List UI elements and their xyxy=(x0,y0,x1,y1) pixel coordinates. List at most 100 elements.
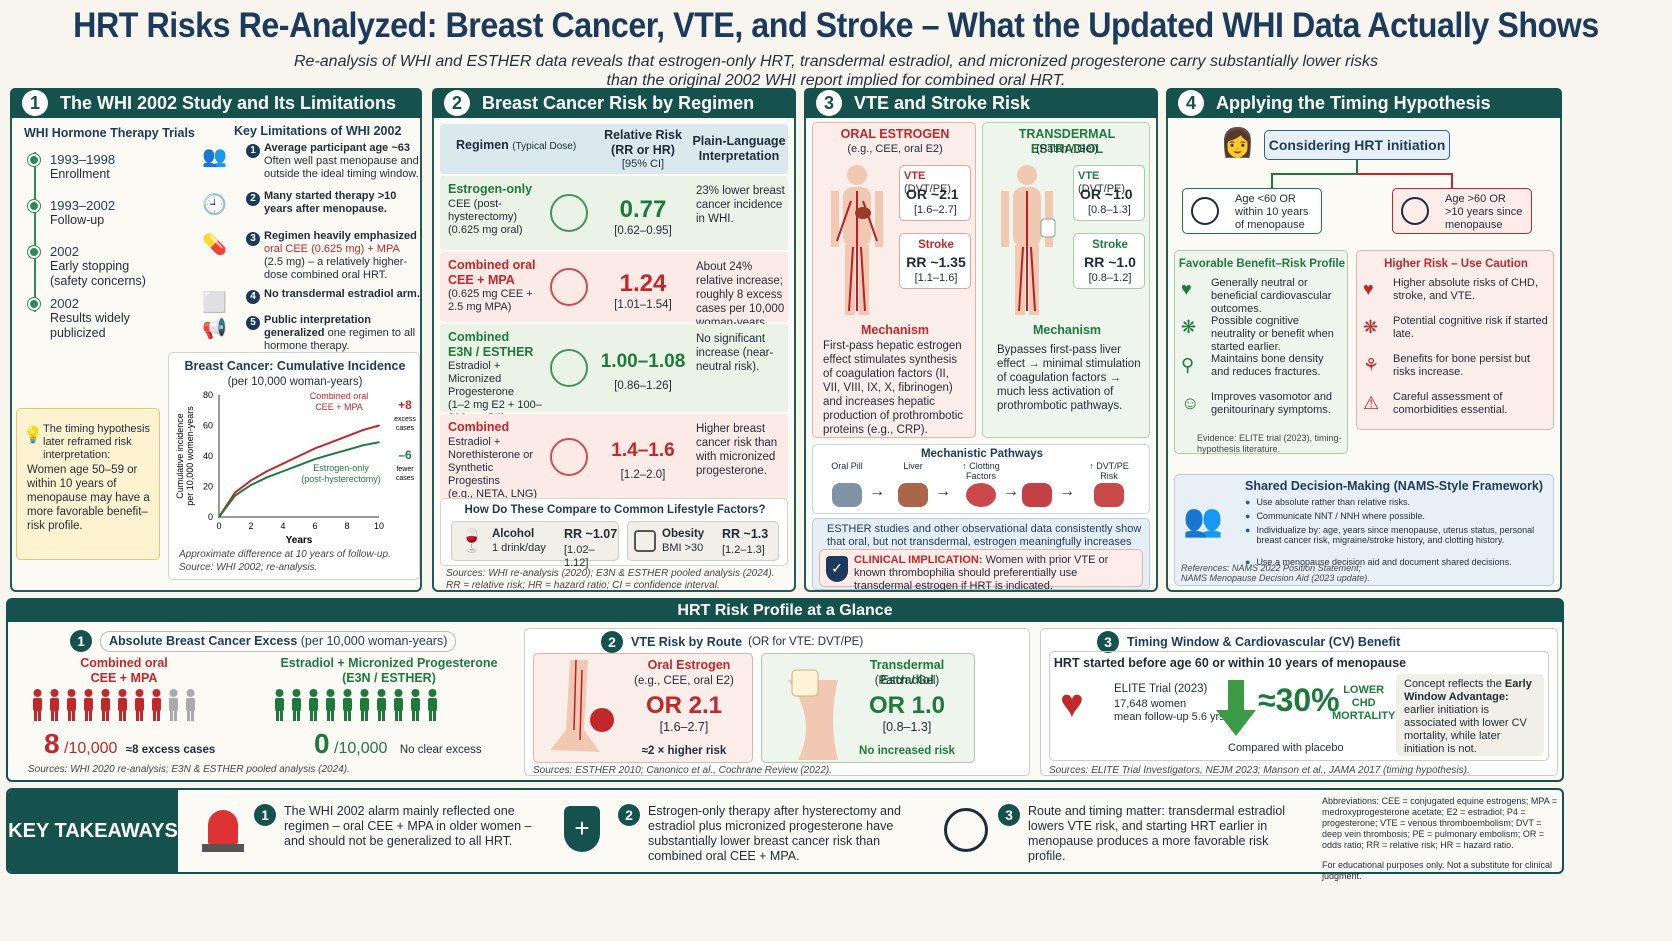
relative-risk: 0.77 xyxy=(619,196,667,223)
arrow-icon: → xyxy=(1003,483,1019,500)
panel-number: 3 xyxy=(816,90,842,116)
item-icon: ❋ xyxy=(1363,317,1379,337)
wine-icon: 🍷 xyxy=(458,528,486,553)
page-title: HRT Risks Re-Analyzed: Breast Cancer, VT… xyxy=(73,6,1599,45)
glance-title: HRT Risk Profile at a Glance xyxy=(8,600,1562,622)
timeline-year: 1993–1998 xyxy=(50,152,116,167)
lifestyle-box: How Do These Compare to Common Lifestyle… xyxy=(440,498,788,569)
panel-breast-cancer: 2 Breast Cancer Risk by Regimen Regimen (… xyxy=(432,88,796,592)
timeline-year: 2002 xyxy=(50,296,79,311)
data-point xyxy=(330,453,332,456)
person-figure-icon xyxy=(391,688,406,722)
series-label-estrogen: (post-hysterectomy) xyxy=(301,474,381,484)
delta-combined: +8 xyxy=(398,398,412,412)
panel-whi-2002: 1 The WHI 2002 Study and Its Limitations … xyxy=(10,88,422,592)
heart-icon: ♥ xyxy=(1060,682,1084,726)
limitation-text: Many started therapy >10 years after men… xyxy=(264,190,397,215)
takeaways-section: KEY TAKEAWAYS 1 The WHI 2002 alarm mainly… xyxy=(6,788,1564,881)
data-point xyxy=(218,516,220,518)
panel-timing: 4 Applying the Timing Hypothesis 👩 Consid… xyxy=(1166,88,1562,592)
person-figure-icon xyxy=(115,688,130,722)
interpretation: Higher breast cancer risk than with micr… xyxy=(696,423,778,477)
confidence-interval: [1.2–2.0] xyxy=(620,469,666,481)
glance-section: HRT Risk Profile at a Glance 1 Absolute B… xyxy=(6,598,1564,782)
age-old-box: Age >60 OR >10 years since menopause xyxy=(1392,188,1532,234)
regimen-icon xyxy=(550,268,588,306)
pathway-icon xyxy=(966,483,996,507)
leg-veins-icon xyxy=(550,660,614,752)
y-axis-label: per 10,000 women-years xyxy=(185,406,195,506)
confidence-interval: [1.01–1.54] xyxy=(614,299,672,311)
glance-card-1: 1 Absolute Breast Cancer Excess (per 10,0… xyxy=(14,628,514,776)
regimen-icon xyxy=(550,438,588,476)
panel-title: Applying the Timing Hypothesis xyxy=(1216,92,1491,113)
table-row: Estrogen-only CEE (post- hysterectomy) (0… xyxy=(440,176,788,250)
timing-note: The timing hypothesis later reframed ris… xyxy=(43,423,150,461)
oral-estrogen-card: ORAL ESTROGEN (e.g., CEE, oral E2) VTE (… xyxy=(812,122,976,438)
panel-title: Breast Cancer Risk by Regimen xyxy=(482,92,755,113)
takeaways-title: KEY TAKEAWAYS xyxy=(8,790,178,872)
data-point xyxy=(362,429,364,431)
esther-note: ESTHER studies and other observational d… xyxy=(812,518,1150,592)
clock-icon xyxy=(944,808,988,852)
limitation-number: 3 xyxy=(246,232,260,246)
regimen-name: Combined oral CEE + MPA xyxy=(448,258,536,287)
panel-number: 4 xyxy=(1178,90,1204,116)
confidence-interval: [0.62–0.95] xyxy=(614,225,672,237)
person-figure-icon xyxy=(289,688,304,722)
timeline-label: Follow-up xyxy=(50,213,105,227)
regimen-dose: (0.625 mg CEE + 2.5 mg MPA) xyxy=(448,288,533,313)
data-point xyxy=(250,484,252,486)
limitation-icon: 📢 xyxy=(202,318,227,340)
svg-text:excess: excess xyxy=(394,416,416,423)
person-figure-icon xyxy=(357,688,372,722)
person-figure-icon xyxy=(81,688,96,722)
limitation-icon: 💊 xyxy=(202,234,227,256)
shield-plus-icon: + xyxy=(564,806,600,852)
glance-card-3: 3 Timing Window & Cardiovascular (CV) Ben… xyxy=(1040,628,1558,776)
relative-risk: 1.24 xyxy=(619,270,667,297)
data-point xyxy=(362,444,364,447)
pathway-step: Oral Pill xyxy=(817,461,877,513)
data-point xyxy=(234,494,236,497)
table-row: Combined Estradiol + Norethisterone or Sy… xyxy=(440,414,788,500)
col-rr: Relative Risk (RR or HR) xyxy=(604,128,682,157)
timeline-label: Early stopping (safety concerns) xyxy=(50,259,146,288)
delta-estrogen: –6 xyxy=(398,448,412,462)
relative-risk: 1.4–1.6 xyxy=(611,440,675,461)
figure-array-combined xyxy=(30,688,250,727)
favorable-box: Favorable Benefit–Risk Profile ♥ Generall… xyxy=(1174,250,1348,454)
series-label-combined: Combined oral xyxy=(310,391,369,401)
timeline-dot xyxy=(28,246,40,258)
body-figure-icon xyxy=(1001,165,1056,315)
y-tick-label: 0 xyxy=(208,512,213,522)
pathway-box: Mechanistic Pathways Oral Pill → Liver → ↑ C… xyxy=(812,444,1150,514)
panel-number: 1 xyxy=(22,90,48,116)
chart-subtitle: (per 10,000 woman-years) xyxy=(227,376,363,388)
item-icon: ⚲ xyxy=(1181,355,1195,375)
breast-cancer-chart: 0 20 40 60 80 0 2 4 6 8 10 Years Cumulative incidenc… xyxy=(175,390,416,546)
regimen-dose: Estradiol + Norethisterone or Synthetic … xyxy=(448,436,538,500)
chart-title: Breast Cancer: Cumulative Incidence xyxy=(184,359,406,373)
y-tick-label: 40 xyxy=(203,451,213,461)
y-tick-label: 80 xyxy=(203,390,213,400)
age-young-box: Age <60 OR within 10 years of menopause xyxy=(1182,188,1322,234)
shield-check-icon: ✓ xyxy=(826,556,848,582)
pathway-step: ↑ Clotting Factors xyxy=(951,461,1011,513)
pathway-icon xyxy=(1022,483,1052,507)
pathway-icon xyxy=(1094,483,1124,507)
interpretation: 23% lower breast cancer incidence in WHI… xyxy=(696,185,785,225)
svg-text:fewer: fewer xyxy=(396,466,414,473)
regimen-icon xyxy=(550,349,588,387)
limitation-text: Regimen heavily emphasized oral CEE (0.6… xyxy=(264,230,417,281)
x-tick-label: 6 xyxy=(312,521,317,531)
chart-source: Source: WHI 2002; re-analysis. xyxy=(179,562,318,573)
x-axis-label: Years xyxy=(286,535,313,546)
pathway-step: ↑ DVT/PE Risk xyxy=(1079,461,1139,513)
person-figure-icon xyxy=(340,688,355,722)
col-interp: Plain-Language Interpretation xyxy=(692,134,786,163)
timing-text: Women age 50–59 or within 10 years of me… xyxy=(27,464,150,532)
x-tick-label: 8 xyxy=(344,521,349,531)
table-row: Combined E3N / ESTHER Estradiol + Microni… xyxy=(440,324,788,424)
regimen-dose: CEE (post- hysterectomy) (0.625 mg oral) xyxy=(448,198,523,236)
